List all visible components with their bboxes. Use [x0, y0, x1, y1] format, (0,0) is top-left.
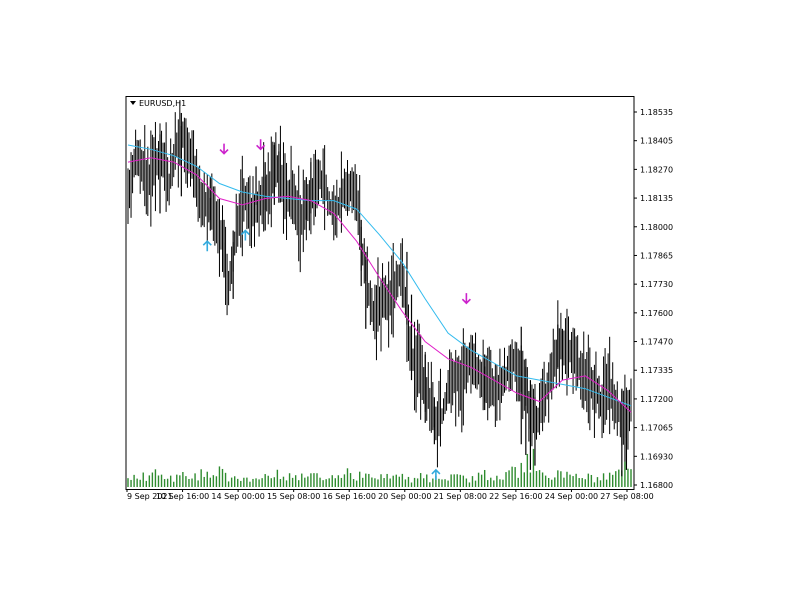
y-tick-label: 1.17335	[640, 366, 673, 375]
moving-average-slow	[127, 144, 632, 407]
x-tick-label: 22 Sep 16:00	[489, 492, 542, 501]
y-tick-label: 1.17200	[640, 395, 673, 404]
y-tick-label: 1.17600	[640, 309, 673, 318]
up-arrow-icon	[240, 229, 250, 241]
symbol-header[interactable]: EURUSD,H1	[130, 99, 186, 108]
dropdown-triangle-icon[interactable]	[130, 101, 136, 105]
y-tick-label: 1.16930	[640, 452, 673, 461]
down-arrow-icon	[256, 139, 266, 151]
up-arrow-icon	[431, 468, 441, 480]
y-tick-label: 1.18405	[640, 137, 673, 146]
x-tick-label: 15 Sep 08:00	[267, 492, 320, 501]
up-arrow-icon	[202, 240, 212, 252]
x-tick-label: 27 Sep 08:00	[600, 492, 653, 501]
y-tick-label: 1.18135	[640, 194, 673, 203]
x-tick-label: 10 Sep 16:00	[156, 492, 209, 501]
y-tick-label: 1.18535	[640, 108, 673, 117]
y-tick-label: 1.17865	[640, 251, 673, 260]
y-tick-label: 1.17470	[640, 338, 673, 347]
x-tick-label: 20 Sep 00:00	[378, 492, 431, 501]
y-tick-label: 1.18000	[640, 223, 673, 232]
y-tick-label: 1.17730	[640, 280, 673, 289]
x-tick-label: 24 Sep 00:00	[545, 492, 598, 501]
symbol-label: EURUSD,H1	[139, 99, 186, 108]
y-tick-label: 1.18270	[640, 165, 673, 174]
x-tick-label: 21 Sep 08:00	[434, 492, 487, 501]
price-axis: 1.18535 1.18405 1.18270 1.18135 1.18000 1.178…	[634, 108, 673, 490]
x-tick-label: 16 Sep 16:00	[323, 492, 376, 501]
signal-arrows	[202, 139, 471, 480]
volume-histogram	[127, 448, 632, 487]
down-arrow-icon	[461, 293, 471, 305]
moving-average-fast	[127, 157, 632, 413]
y-tick-label: 1.16800	[640, 481, 673, 490]
down-arrow-icon	[219, 143, 229, 155]
x-tick-label: 14 Sep 00:00	[211, 492, 264, 501]
x-tick-label: 9 Sep 2021	[127, 492, 173, 501]
y-tick-label: 1.17065	[640, 424, 673, 433]
